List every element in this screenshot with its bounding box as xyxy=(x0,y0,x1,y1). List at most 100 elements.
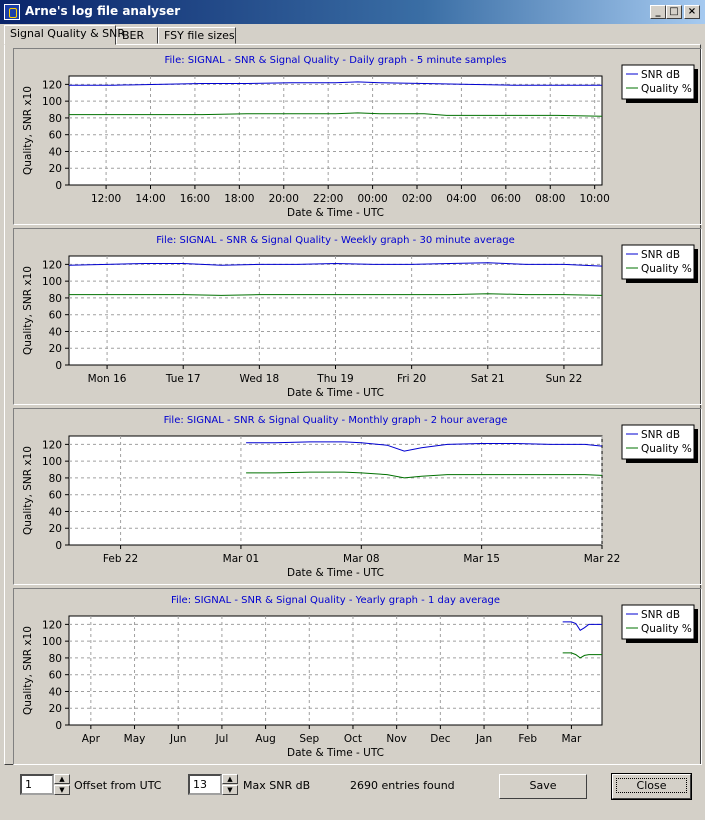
series-line-snr xyxy=(246,441,603,452)
series-line-quality xyxy=(246,471,603,479)
chart-title: File: SIGNAL - SNR & Signal Quality - Mo… xyxy=(164,415,508,426)
x-tick-label: Tue 17 xyxy=(165,373,201,385)
y-tick-label: 0 xyxy=(55,540,62,552)
x-tick-label: Mar 01 xyxy=(223,553,260,565)
x-tick-label: Mar xyxy=(562,733,582,745)
max-snr-input[interactable]: 13 xyxy=(188,774,222,795)
x-tick-label: Mar 08 xyxy=(343,553,380,565)
x-tick-label: Feb 22 xyxy=(103,553,138,565)
x-tick-label: Sun 22 xyxy=(546,373,583,385)
x-tick-label: 20:00 xyxy=(269,193,299,205)
daily-chart: File: SIGNAL - SNR & Signal Quality - Da… xyxy=(22,55,698,219)
monthly-chart: File: SIGNAL - SNR & Signal Quality - Mo… xyxy=(22,415,698,579)
y-tick-label: 80 xyxy=(49,113,62,125)
y-tick-label: 0 xyxy=(55,720,62,732)
x-tick-label: 10:00 xyxy=(580,193,610,205)
x-tick-label: Thu 19 xyxy=(316,373,353,385)
legend-box xyxy=(621,604,695,640)
offset-up-arrow-icon[interactable]: ▲ xyxy=(54,774,70,784)
x-tick-label: Nov xyxy=(386,733,407,745)
x-tick-label: Dec xyxy=(430,733,451,745)
x-tick-label: Mon 16 xyxy=(88,373,127,385)
y-tick-label: 40 xyxy=(49,506,62,518)
legend-label: Quality % xyxy=(641,623,692,635)
y-tick-label: 60 xyxy=(49,490,62,502)
save-button[interactable]: Save xyxy=(499,774,587,799)
x-tick-label: 14:00 xyxy=(135,193,165,205)
series-line-quality xyxy=(69,112,603,117)
y-tick-label: 0 xyxy=(55,180,62,192)
x-tick-label: 00:00 xyxy=(357,193,387,205)
x-tick-label: Aug xyxy=(255,733,276,745)
tab-ber[interactable]: BER xyxy=(116,27,158,44)
x-axis-label: Date & Time - UTC xyxy=(287,747,384,759)
x-tick-label: Jun xyxy=(169,733,186,745)
x-axis-label: Date & Time - UTC xyxy=(287,567,384,579)
legend-label: SNR dB xyxy=(641,69,680,81)
maximize-button[interactable]: □ xyxy=(666,5,682,19)
title-bar: Arne's log file analyser _ □ × xyxy=(0,0,705,24)
series-line-snr xyxy=(69,81,602,86)
x-tick-label: May xyxy=(124,733,146,745)
y-tick-label: 40 xyxy=(49,326,62,338)
y-tick-label: 80 xyxy=(49,473,62,485)
weekly-chart: File: SIGNAL - SNR & Signal Quality - We… xyxy=(22,235,698,399)
y-tick-label: 100 xyxy=(42,276,62,288)
x-tick-label: Sep xyxy=(299,733,319,745)
x-tick-label: 16:00 xyxy=(180,193,210,205)
legend-label: SNR dB xyxy=(641,609,680,621)
legend-label: Quality % xyxy=(641,263,692,275)
y-tick-label: 20 xyxy=(49,703,62,715)
weekly-chart-panel: File: SIGNAL - SNR & Signal Quality - We… xyxy=(13,228,702,405)
max-snr-spinner[interactable]: 13 ▲ ▼ xyxy=(188,774,238,795)
legend-box xyxy=(621,244,695,280)
series-line-snr xyxy=(562,621,602,631)
max-snr-down-arrow-icon[interactable]: ▼ xyxy=(222,785,238,795)
y-tick-label: 60 xyxy=(49,130,62,142)
legend-box xyxy=(621,424,695,460)
x-tick-label: 02:00 xyxy=(402,193,432,205)
close-window-button[interactable]: × xyxy=(684,5,700,19)
y-tick-label: 60 xyxy=(49,310,62,322)
x-tick-label: 06:00 xyxy=(491,193,521,205)
daily-chart-panel: File: SIGNAL - SNR & Signal Quality - Da… xyxy=(13,48,702,225)
offset-down-arrow-icon[interactable]: ▼ xyxy=(54,785,70,795)
max-snr-up-arrow-icon[interactable]: ▲ xyxy=(222,774,238,784)
series-line-quality xyxy=(69,293,603,296)
y-tick-label: 120 xyxy=(42,259,62,271)
close-button-label: Close xyxy=(615,778,688,793)
y-axis-label: Quality, SNR x10 xyxy=(22,626,34,715)
y-tick-label: 20 xyxy=(49,343,62,355)
tab-panel: File: SIGNAL - SNR & Signal Quality - Da… xyxy=(4,44,702,765)
series-line-quality xyxy=(562,652,602,659)
x-tick-label: Oct xyxy=(344,733,362,745)
offset-spinner[interactable]: 1 ▲ ▼ xyxy=(20,774,70,795)
y-tick-label: 100 xyxy=(42,456,62,468)
x-tick-label: Sat 21 xyxy=(471,373,505,385)
tab-fsy-file-sizes[interactable]: FSY file sizes xyxy=(158,27,236,44)
series-line-snr xyxy=(68,262,603,267)
yearly-chart-panel: File: SIGNAL - SNR & Signal Quality - Ye… xyxy=(13,588,702,765)
minimize-button[interactable]: _ xyxy=(650,5,666,19)
app-icon xyxy=(4,4,20,20)
tab-signal-quality[interactable]: Signal Quality & SNR xyxy=(4,25,125,45)
offset-input[interactable]: 1 xyxy=(20,774,54,795)
x-tick-label: Apr xyxy=(82,733,101,745)
y-tick-label: 100 xyxy=(42,96,62,108)
y-tick-label: 100 xyxy=(42,636,62,648)
x-axis-label: Date & Time - UTC xyxy=(287,207,384,219)
y-axis-label: Quality, SNR x10 xyxy=(22,86,34,175)
legend-label: Quality % xyxy=(641,443,692,455)
x-tick-label: Mar 15 xyxy=(463,553,500,565)
offset-label: Offset from UTC xyxy=(74,779,162,792)
x-tick-label: 04:00 xyxy=(446,193,476,205)
y-axis-label: Quality, SNR x10 xyxy=(22,266,34,355)
x-tick-label: Fri 20 xyxy=(397,373,426,385)
close-button[interactable]: Close xyxy=(611,773,692,800)
window-title: Arne's log file analyser xyxy=(25,4,181,18)
bottom-bar: 1 ▲ ▼ Offset from UTC 13 ▲ ▼ Max SNR dB … xyxy=(0,768,705,820)
x-tick-label: 22:00 xyxy=(313,193,343,205)
x-tick-label: 08:00 xyxy=(535,193,565,205)
chart-title: File: SIGNAL - SNR & Signal Quality - We… xyxy=(156,235,515,246)
y-tick-label: 60 xyxy=(49,670,62,682)
